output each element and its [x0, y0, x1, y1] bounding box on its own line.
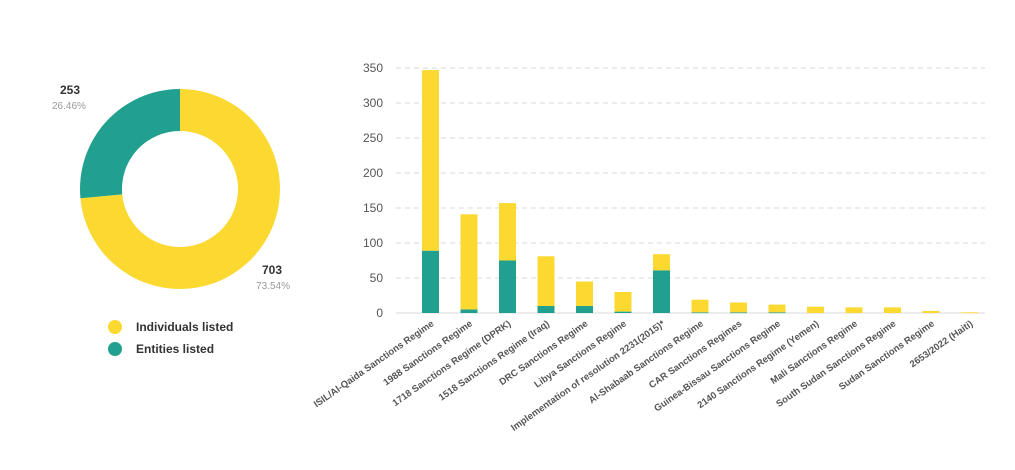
legend-label-individuals: Individuals listed [136, 320, 234, 334]
y-tick-label-50: 50 [370, 271, 384, 285]
bar-individuals-listed-12[interactable] [845, 307, 863, 313]
bar-individuals-listed-6[interactable] [614, 292, 632, 312]
legend-item-entities[interactable]: Entities listed [108, 338, 233, 360]
donut-legend: Individuals listed Entities listed [108, 316, 233, 360]
bar-individuals-listed-14[interactable] [922, 310, 940, 313]
bar-entities-listed-2[interactable] [460, 309, 478, 314]
bar-entities-listed-9[interactable] [730, 312, 747, 314]
legend-swatch-individuals [108, 320, 122, 334]
y-tick-label-250: 250 [363, 131, 383, 145]
y-tick-label-300: 300 [363, 96, 383, 110]
bar-entities-listed-7[interactable] [653, 270, 670, 313]
legend-swatch-entities [108, 342, 122, 356]
bar-individuals-listed-2[interactable] [460, 214, 478, 310]
legend-item-individuals[interactable]: Individuals listed [108, 316, 233, 338]
donut-chart: 703 73.54% 253 26.46% [52, 83, 290, 292]
bar-entities-listed-8[interactable] [691, 312, 709, 314]
bar-entities-listed-5[interactable] [576, 306, 593, 313]
bar-individuals-listed-9[interactable] [730, 302, 747, 313]
bar-entities-listed-1[interactable] [422, 250, 439, 313]
y-tick-label-150: 150 [363, 201, 383, 215]
donut-value-label-individuals: 703 [262, 263, 282, 277]
bar-individuals-listed-1[interactable] [422, 70, 439, 251]
donut-percent-label-individuals: 73.54% [256, 281, 290, 292]
bar-individuals-listed-7[interactable] [653, 254, 670, 271]
donut-value-label-entities: 253 [60, 83, 80, 97]
y-tick-label-200: 200 [363, 166, 383, 180]
bar-individuals-listed-10[interactable] [768, 304, 786, 313]
bar-individuals-listed-15[interactable] [961, 312, 978, 314]
bar-individuals-listed-8[interactable] [691, 299, 709, 313]
bar-individuals-listed-11[interactable] [807, 306, 824, 313]
legend-label-entities: Entities listed [136, 342, 215, 356]
bar-entities-listed-3[interactable] [499, 260, 516, 314]
y-tick-label-100: 100 [363, 236, 383, 250]
donut-slice-entities-listed[interactable] [79, 89, 180, 199]
bar-entities-listed-10[interactable] [768, 312, 786, 314]
bar-individuals-listed-3[interactable] [499, 203, 516, 261]
y-tick-label-350: 350 [363, 61, 383, 75]
y-tick-label-0: 0 [376, 306, 383, 320]
bar-individuals-listed-4[interactable] [537, 256, 555, 306]
bar-entities-listed-4[interactable] [537, 306, 555, 313]
bar-individuals-listed-5[interactable] [576, 281, 593, 307]
bar-entities-listed-6[interactable] [614, 311, 632, 313]
donut-slice-individuals-listed[interactable] [80, 89, 280, 289]
bar-individuals-listed-13[interactable] [884, 307, 901, 313]
donut-percent-label-entities: 26.46% [52, 101, 86, 112]
